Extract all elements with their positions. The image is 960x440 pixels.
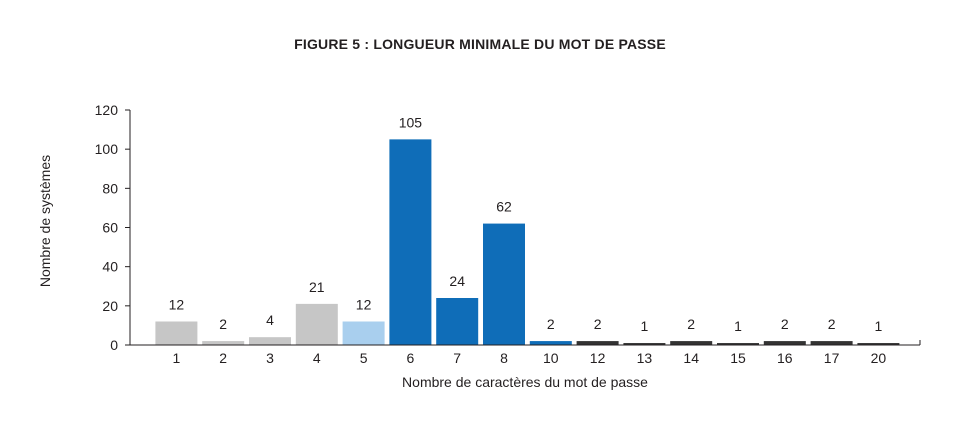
- x-tick-label: 12: [590, 350, 606, 366]
- data-label-4: 21: [309, 279, 325, 295]
- bar-12: [576, 341, 619, 345]
- y-tick-label: 40: [102, 259, 118, 275]
- bar-2: [202, 341, 245, 345]
- x-tick-label: 1: [173, 350, 181, 366]
- bar-15: [717, 343, 759, 345]
- y-tick-label: 0: [110, 337, 118, 353]
- y-tick-label: 100: [95, 141, 119, 157]
- data-label-6: 105: [399, 114, 423, 130]
- x-tick-label: 8: [500, 350, 508, 366]
- gridlines: [130, 109, 630, 307]
- bar-16: [763, 341, 806, 345]
- bar-14: [670, 341, 713, 345]
- bar-10: [529, 341, 572, 345]
- bar-13: [623, 343, 666, 345]
- x-tick-label: 7: [453, 350, 461, 366]
- chart-title: FIGURE 5 : LONGUEUR MINIMALE DU MOT DE P…: [294, 36, 666, 52]
- bar-3: [249, 337, 291, 345]
- bar-5: [342, 321, 385, 345]
- data-label-7: 24: [449, 273, 465, 289]
- x-tick-label: 17: [824, 350, 840, 366]
- x-tick-label: 13: [637, 350, 653, 366]
- bar-8: [483, 223, 525, 345]
- x-tick-label: 14: [683, 350, 699, 366]
- bar-20: [857, 343, 900, 345]
- data-label-2: 2: [219, 316, 227, 332]
- x-tick-label: 15: [730, 350, 746, 366]
- y-tick-label: 60: [102, 220, 118, 236]
- bar-6: [389, 139, 432, 345]
- y-tick-label: 120: [95, 102, 119, 118]
- bar-4: [295, 303, 338, 345]
- data-label-1: 12: [169, 297, 185, 313]
- bars: [155, 139, 900, 345]
- x-tick-label: 3: [266, 350, 274, 366]
- data-label-14: 2: [687, 316, 695, 332]
- bar-17: [810, 341, 853, 345]
- y-tick-label: 80: [102, 180, 118, 196]
- data-label-15: 1: [734, 318, 742, 334]
- data-label-10: 2: [547, 316, 555, 332]
- bar-1: [155, 321, 198, 345]
- data-label-8: 62: [496, 199, 512, 215]
- x-tick-label: 2: [219, 350, 227, 366]
- x-tick-label: 4: [313, 350, 321, 366]
- x-tick-label: 6: [407, 350, 415, 366]
- x-axis-title: Nombre de caractères du mot de passe: [402, 374, 648, 390]
- x-tick-label: 16: [777, 350, 793, 366]
- data-label-13: 1: [641, 318, 649, 334]
- y-axis-title: Nombre de systèmes: [37, 155, 53, 287]
- data-label-3: 4: [266, 312, 274, 328]
- bar-7: [436, 298, 479, 345]
- data-label-16: 2: [781, 316, 789, 332]
- x-tick-label: 10: [543, 350, 559, 366]
- data-label-17: 2: [828, 316, 836, 332]
- x-tick-label: 5: [360, 350, 368, 366]
- data-label-12: 2: [594, 316, 602, 332]
- data-label-20: 1: [875, 318, 883, 334]
- data-label-5: 12: [356, 297, 372, 313]
- x-tick-label: 20: [871, 350, 887, 366]
- y-tick-label: 20: [102, 298, 118, 314]
